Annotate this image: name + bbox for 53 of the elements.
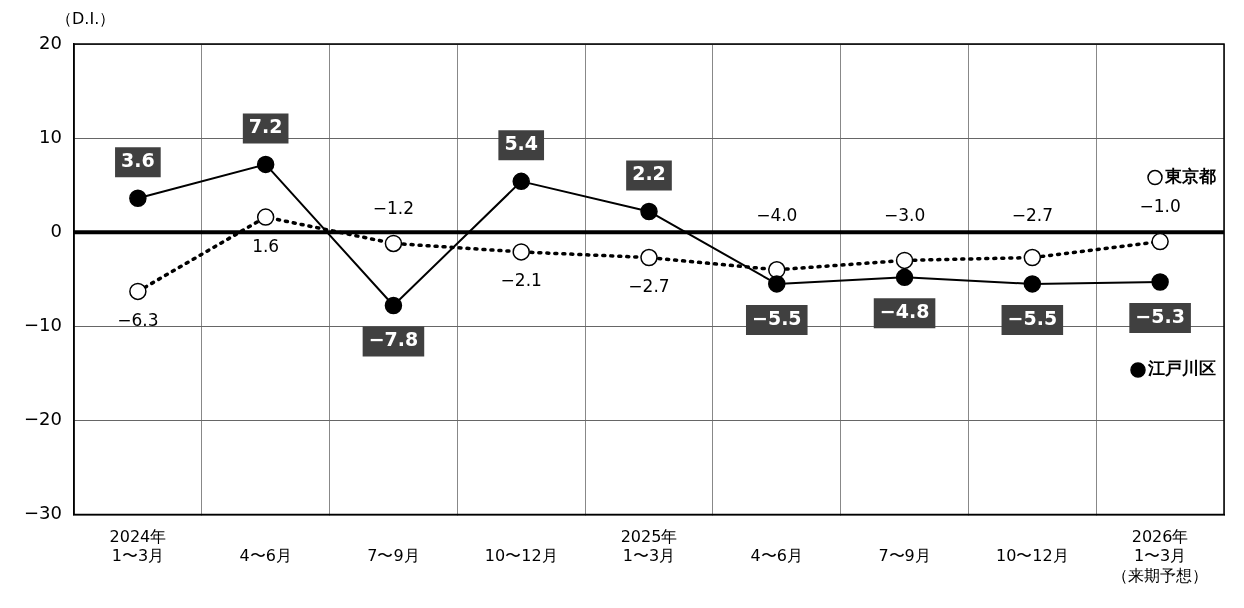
point xyxy=(512,243,530,261)
point xyxy=(1151,232,1169,251)
x-tick-label: 2024年1〜3月 xyxy=(109,527,167,566)
x-tick-label: 10〜12月 xyxy=(995,546,1069,566)
data-label: −4.0 xyxy=(756,204,798,225)
point xyxy=(256,208,275,226)
data-label: −2.7 xyxy=(1011,204,1053,225)
legend-label: 江戸川区 xyxy=(1147,358,1216,379)
data-label: 7.2 xyxy=(248,115,283,138)
data-label: 5.4 xyxy=(504,132,539,155)
y-tick-label: 0 xyxy=(50,219,62,241)
point xyxy=(384,234,403,253)
x-tick-label: 7〜9月 xyxy=(367,546,420,566)
point xyxy=(768,275,786,293)
y-tick-label: −10 xyxy=(23,313,62,335)
data-label: −1.2 xyxy=(372,197,415,218)
data-label: −7.8 xyxy=(368,328,419,351)
x-tick-label: 7〜9月 xyxy=(878,546,931,566)
y-axis-title: （D.I.） xyxy=(56,9,116,29)
point xyxy=(1023,248,1042,267)
point xyxy=(640,248,658,267)
data-label: 1.6 xyxy=(252,235,280,256)
data-label: 3.6 xyxy=(121,149,155,172)
legend-label: 東京都 xyxy=(1164,165,1216,186)
x-tick-label: 4〜6月 xyxy=(239,546,292,566)
x-tick-label: 10〜12月 xyxy=(484,546,558,566)
data-label: −5.5 xyxy=(1007,306,1058,329)
point xyxy=(512,172,530,191)
data-label: −5.5 xyxy=(751,306,802,329)
point xyxy=(384,296,403,315)
data-label: −3.0 xyxy=(883,204,926,225)
data-label: −6.3 xyxy=(117,309,159,330)
data-label: −5.3 xyxy=(1135,304,1185,327)
y-tick-label: −20 xyxy=(23,407,62,429)
y-tick-label: −30 xyxy=(23,502,62,524)
data-label: −1.0 xyxy=(1139,195,1181,216)
point xyxy=(895,268,914,287)
y-tick-label: 10 xyxy=(39,125,62,147)
data-label: −4.8 xyxy=(879,300,930,323)
x-tick-label: 2025年1〜3月 xyxy=(620,527,678,566)
y-tick-label: 20 xyxy=(39,31,62,53)
point xyxy=(256,155,275,174)
data-label: 2.2 xyxy=(632,162,666,185)
point xyxy=(1151,273,1169,291)
point xyxy=(129,282,147,301)
point xyxy=(895,251,914,270)
x-tick-label: 4〜6月 xyxy=(750,546,803,566)
data-label: −2.7 xyxy=(628,275,670,296)
point xyxy=(1023,275,1042,293)
data-label: −2.1 xyxy=(500,270,542,291)
x-tick-label: 2026年1〜3月（来期予想） xyxy=(1112,527,1209,585)
point xyxy=(129,189,147,208)
point xyxy=(640,202,658,221)
